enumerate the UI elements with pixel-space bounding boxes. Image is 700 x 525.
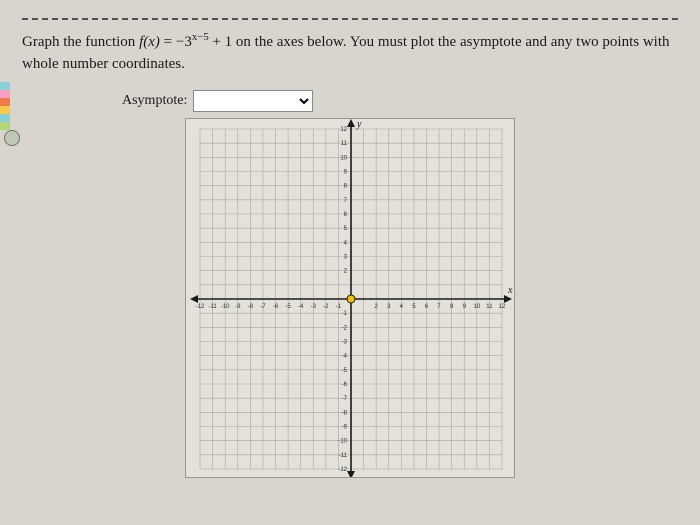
svg-text:-12: -12: [338, 467, 347, 473]
svg-text:-1: -1: [342, 311, 348, 317]
face-icon: [4, 130, 20, 146]
svg-text:-4: -4: [342, 353, 348, 359]
svg-text:10: 10: [340, 155, 347, 161]
svg-text:-10: -10: [338, 438, 347, 444]
svg-text:-6: -6: [342, 382, 348, 388]
color-tab: [0, 90, 10, 98]
svg-text:-11: -11: [339, 452, 348, 458]
svg-text:-7: -7: [342, 396, 348, 402]
svg-text:-1: -1: [336, 304, 342, 310]
svg-text:-11: -11: [208, 304, 217, 310]
svg-text:-3: -3: [311, 304, 317, 310]
svg-text:y: y: [356, 119, 362, 130]
svg-text:8: 8: [344, 183, 348, 189]
svg-text:-9: -9: [342, 424, 348, 430]
svg-text:4: 4: [344, 240, 348, 246]
svg-text:5: 5: [412, 304, 416, 310]
left-color-tabs: [0, 82, 10, 130]
svg-text:7: 7: [437, 304, 441, 310]
svg-text:3: 3: [387, 304, 391, 310]
color-tab: [0, 82, 10, 90]
svg-text:12: 12: [340, 127, 347, 133]
page-top-divider: [22, 18, 678, 20]
svg-text:10: 10: [473, 304, 480, 310]
color-tab: [0, 106, 10, 114]
svg-text:3: 3: [344, 254, 348, 260]
svg-text:9: 9: [344, 169, 348, 175]
color-tab: [0, 114, 10, 122]
svg-text:-9: -9: [235, 304, 241, 310]
svg-text:-6: -6: [273, 304, 279, 310]
problem-prefix: Graph the function: [22, 34, 139, 50]
function-name: f(x): [139, 34, 160, 50]
svg-text:-8: -8: [342, 410, 348, 416]
color-tab: [0, 98, 10, 106]
svg-text:9: 9: [463, 304, 467, 310]
svg-text:6: 6: [425, 304, 429, 310]
svg-text:8: 8: [450, 304, 454, 310]
asymptote-select[interactable]: [193, 90, 313, 112]
function-rhs-prefix: = −3: [160, 34, 192, 50]
svg-text:-2: -2: [342, 325, 348, 331]
svg-text:12: 12: [499, 304, 506, 310]
svg-text:-10: -10: [221, 304, 230, 310]
svg-text:-5: -5: [342, 367, 348, 373]
svg-text:2: 2: [344, 268, 348, 274]
problem-statement: Graph the function f(x) = −3x−5 + 1 on t…: [22, 30, 678, 76]
graph-container: -12-11-10-9-8-7-6-5-4-3-2-12345678910111…: [22, 118, 678, 478]
svg-text:x: x: [507, 285, 513, 296]
asymptote-label: Asymptote:: [122, 93, 187, 109]
svg-text:6: 6: [344, 212, 348, 218]
svg-text:4: 4: [400, 304, 404, 310]
color-tab: [0, 122, 10, 130]
svg-text:11: 11: [486, 304, 493, 310]
svg-text:2: 2: [374, 304, 378, 310]
coordinate-grid[interactable]: -12-11-10-9-8-7-6-5-4-3-2-12345678910111…: [185, 118, 515, 478]
svg-text:-5: -5: [285, 304, 291, 310]
svg-text:-12: -12: [196, 304, 205, 310]
svg-text:-3: -3: [342, 339, 348, 345]
svg-text:-4: -4: [298, 304, 304, 310]
svg-text:-8: -8: [248, 304, 254, 310]
svg-text:-7: -7: [260, 304, 266, 310]
svg-text:-2: -2: [323, 304, 329, 310]
function-exponent: x−5: [192, 31, 209, 43]
svg-text:11: 11: [341, 141, 348, 147]
svg-text:5: 5: [344, 226, 348, 232]
asymptote-row: Asymptote:: [122, 90, 678, 112]
svg-text:7: 7: [344, 197, 348, 203]
